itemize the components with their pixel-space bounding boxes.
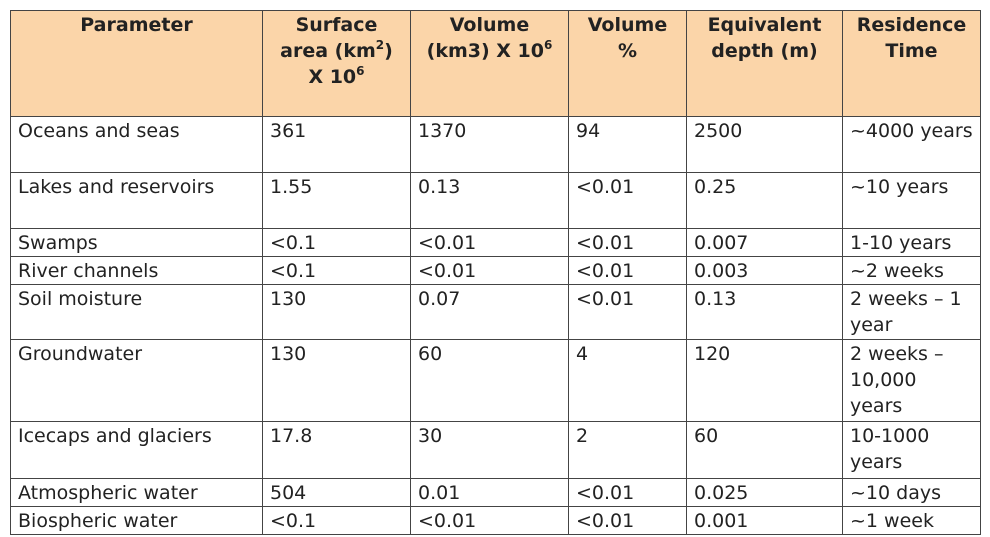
table-cell: 1-10 years [842,228,981,257]
header-text: Volume (km3) X 10 [426,14,544,62]
table-cell: ~10 years [842,172,981,229]
superscript: 6 [543,38,553,52]
table-cell: 30 [410,421,569,479]
table-cell: 60 [686,421,843,479]
table-cell: 4 [568,339,687,422]
table-cell: 17.8 [262,421,411,479]
table-cell: 1.55 [262,172,411,229]
header-cell: Surface area (km2) X 106 [262,10,411,117]
table-cell: 361 [262,116,411,173]
table-cell: <0.01 [568,256,687,285]
table-cell: 60 [410,339,569,422]
table-cell: 0.13 [686,284,843,340]
header-text: Volume % [587,14,668,62]
table-cell: 130 [262,339,411,422]
table-cell: <0.01 [568,506,687,535]
header-text: Equivalent depth (m) [707,14,822,62]
table-row: Oceans and seas 361 1370 94 2500 ~4000 years [10,116,981,173]
table-cell: 0.07 [410,284,569,340]
table-cell: 0.025 [686,478,843,507]
table-cell: 0.001 [686,506,843,535]
header-cell: Residence Time [842,10,981,117]
table-row: Atmospheric water 504 0.01 <0.01 0.025 ~10 da… [10,478,981,507]
superscript: 6 [356,64,365,78]
table-row: Soil moisture 130 0.07 <0.01 0.13 2 weeks – 1… [10,284,981,340]
table-cell: <0.1 [262,506,411,535]
table-cell: <0.01 [568,172,687,229]
table-row: Icecaps and glaciers 17.8 30 2 60 10-1000 yea… [10,421,981,479]
table-cell: <0.01 [568,228,687,257]
table-cell: 10-1000 years [842,421,981,479]
header-cell: Volume (km3) X 106 [410,10,569,117]
table-cell: ~1 week [842,506,981,535]
table-cell: 0.003 [686,256,843,285]
table-row: Lakes and reservoirs 1.55 0.13 <0.01 0.25 ~10… [10,172,981,229]
table-cell: 94 [568,116,687,173]
header-cell: Parameter [10,10,263,117]
table-row: Biospheric water <0.1 <0.01 <0.01 0.001 ~1 we… [10,506,981,535]
table-cell: <0.01 [410,256,569,285]
header-text: ) X 10 [308,40,393,88]
header-row: Parameter Surface area (km2) X 106 Volume … [10,10,981,117]
row-label: Swamps [10,228,263,257]
superscript: 2 [375,38,385,52]
row-label: Biospheric water [10,506,263,535]
row-label: Groundwater [10,339,263,422]
header-cell: Equivalent depth (m) [686,10,843,117]
table-cell: <0.01 [568,478,687,507]
table-cell: 120 [686,339,843,422]
table-body: Oceans and seas 361 1370 94 2500 ~4000 years L… [10,116,981,535]
table-row: Swamps <0.1 <0.01 <0.01 0.007 1-10 years [10,228,981,257]
table-header: Parameter Surface area (km2) X 106 Volume … [10,10,981,117]
table-cell: ~10 days [842,478,981,507]
table-cell: 2 weeks – 1 year [842,284,981,340]
row-label: Lakes and reservoirs [10,172,263,229]
table-cell: 130 [262,284,411,340]
table-cell: 1370 [410,116,569,173]
table-cell: 2 [568,421,687,479]
row-label: River channels [10,256,263,285]
table-cell: 504 [262,478,411,507]
table-cell: ~2 weeks [842,256,981,285]
table-cell: <0.1 [262,228,411,257]
table-cell: <0.01 [568,284,687,340]
table-cell: 2500 [686,116,843,173]
header-text: Parameter [80,14,193,36]
row-label: Icecaps and glaciers [10,421,263,479]
table-cell: 0.13 [410,172,569,229]
table-cell: <0.01 [410,228,569,257]
table-cell: 2 weeks – 10,000 years [842,339,981,422]
row-label: Oceans and seas [10,116,263,173]
table-row: River channels <0.1 <0.01 <0.01 0.003 ~2 week… [10,256,981,285]
table-cell: 0.25 [686,172,843,229]
table-cell: <0.1 [262,256,411,285]
header-text: Residence Time [856,14,967,62]
table-cell: 0.007 [686,228,843,257]
table-cell: <0.01 [410,506,569,535]
row-label: Atmospheric water [10,478,263,507]
row-label: Soil moisture [10,284,263,340]
table-cell: ~4000 years [842,116,981,173]
header-text: Surface area (km [280,14,378,62]
table-cell: 0.01 [410,478,569,507]
table-row: Groundwater 130 60 4 120 2 weeks – 10,000 yea… [10,339,981,422]
water-table: Parameter Surface area (km2) X 106 Volume … [10,10,981,535]
header-cell: Volume % [568,10,687,117]
